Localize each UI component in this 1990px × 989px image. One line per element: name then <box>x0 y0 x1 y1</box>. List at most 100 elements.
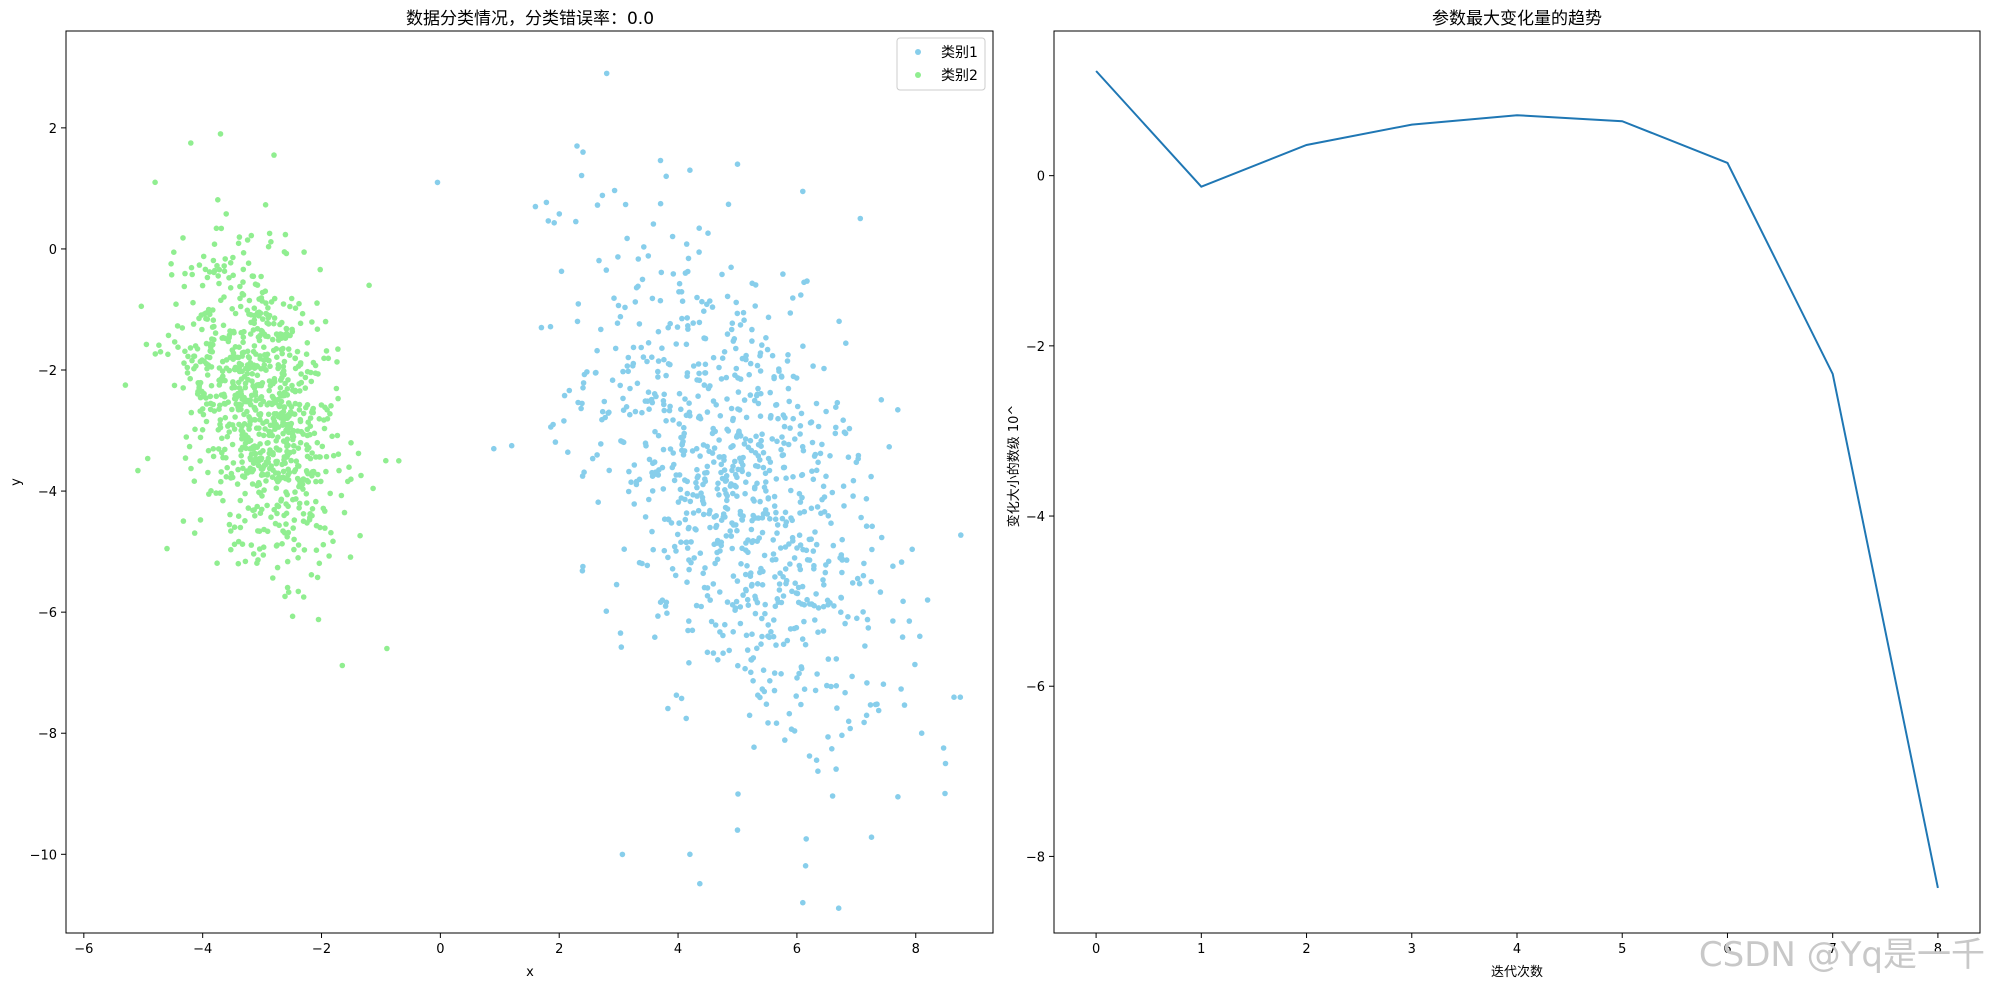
scatter-point-class1 <box>659 464 666 471</box>
scatter-point-class1 <box>745 471 752 478</box>
scatter-point-class1 <box>601 398 608 405</box>
scatter-point-class1 <box>611 187 618 194</box>
x-tick-label: 4 <box>674 942 682 957</box>
scatter-point-class1 <box>856 580 863 587</box>
scatter-point-class1 <box>739 517 746 523</box>
scatter-point-class1 <box>575 399 581 406</box>
scatter-point-class2 <box>318 478 324 485</box>
scatter-point-class2 <box>260 552 267 558</box>
y-tick-label: 0 <box>1037 170 1045 185</box>
scatter-point-class2 <box>299 310 306 317</box>
scatter-point-class1 <box>695 361 702 367</box>
scatter-point-class2 <box>224 336 231 343</box>
scatter-point-class1 <box>670 271 677 277</box>
scatter-point-class2 <box>241 349 247 356</box>
scatter-point-class2 <box>228 470 235 477</box>
scatter-point-class2 <box>244 307 251 314</box>
scatter-point-class2 <box>265 411 272 418</box>
scatter-panel: 数据分类情况，分类错误率：0.0 −6 −4 −2 0 2 4 6 8 2 0 −2 −4 −6 −8 −1… <box>9 9 994 980</box>
scatter-point-class2 <box>231 541 238 548</box>
scatter-point-class2 <box>292 365 299 372</box>
scatter-point-class1 <box>798 472 805 479</box>
scatter-point-class1 <box>745 602 752 608</box>
scatter-point-class2 <box>335 451 342 458</box>
scatter-point-class2 <box>281 404 288 411</box>
scatter-point-class2 <box>254 363 261 370</box>
scatter-point-class2 <box>282 335 289 342</box>
scatter-point-class1 <box>747 437 754 444</box>
scatter-point-class1 <box>777 545 784 551</box>
scatter-point-class1 <box>709 430 716 437</box>
scatter-point-class2 <box>237 497 244 504</box>
scatter-point-class1 <box>677 486 684 493</box>
scatter-point-class2 <box>240 250 247 256</box>
scatter-point-class1 <box>744 647 751 653</box>
scatter-point-class1 <box>584 369 590 375</box>
scatter-point-class1 <box>565 449 571 456</box>
scatter-point-class1 <box>788 487 794 494</box>
scatter-point-class2 <box>258 273 264 280</box>
scatter-point-class2 <box>232 310 239 317</box>
y-tick-label: −4 <box>1026 510 1045 525</box>
scatter-point-class1 <box>957 694 964 700</box>
scatter-point-class2 <box>237 303 244 310</box>
scatter-point-class1 <box>728 326 735 333</box>
scatter-point-class2 <box>263 300 269 306</box>
scatter-point-class2 <box>280 301 287 307</box>
scatter-point-class1 <box>574 318 581 325</box>
scatter-point-class2 <box>279 350 286 357</box>
scatter-point-class2 <box>230 328 237 335</box>
scatter-point-class2 <box>296 300 302 307</box>
scatter-point-class2 <box>258 457 264 463</box>
scatter-point-class2 <box>252 392 259 399</box>
scatter-point-class1 <box>551 220 557 226</box>
scatter-point-class2 <box>291 411 298 418</box>
scatter-point-class2 <box>290 496 296 503</box>
scatter-point-class1 <box>762 470 769 477</box>
scatter-point-class1 <box>804 278 810 284</box>
scatter-point-class2 <box>257 441 263 447</box>
scatter-point-class2 <box>266 387 273 394</box>
scatter-point-class1 <box>697 880 703 887</box>
scatter-point-class2 <box>275 470 282 477</box>
scatter-point-class1 <box>747 392 754 398</box>
scatter-point-class2 <box>277 377 284 383</box>
scatter-point-class1 <box>663 418 669 424</box>
scatter-point-class1 <box>744 596 751 603</box>
scatter-point-class2 <box>289 382 295 389</box>
scatter-point-class1 <box>782 737 788 743</box>
scatter-point-class1 <box>690 510 697 516</box>
scatter-point-class2 <box>230 254 236 261</box>
scatter-frame <box>65 30 994 934</box>
scatter-point-class1 <box>745 549 751 556</box>
scatter-point-class2 <box>358 472 364 479</box>
scatter-point-class2 <box>299 481 306 488</box>
scatter-point-class1 <box>702 476 708 482</box>
scatter-point-class1 <box>850 477 857 484</box>
scatter-point-class1 <box>681 430 687 437</box>
scatter-point-class2 <box>245 505 252 511</box>
scatter-xlabel: x <box>526 965 534 980</box>
scatter-point-class1 <box>779 515 786 522</box>
scatter-point-class2 <box>262 333 269 339</box>
scatter-point-class1 <box>719 475 726 482</box>
scatter-point-class1 <box>732 482 738 489</box>
scatter-point-class1 <box>646 456 653 463</box>
scatter-point-class2 <box>138 303 145 310</box>
scatter-point-class1 <box>754 391 761 398</box>
scatter-point-class2 <box>237 295 243 302</box>
scatter-point-class1 <box>699 494 706 501</box>
scatter-point-class1 <box>808 419 815 425</box>
scatter-point-class2 <box>229 306 235 312</box>
scatter-point-class1 <box>794 545 800 551</box>
scatter-point-class1 <box>821 509 828 515</box>
scatter-point-class1 <box>705 230 711 236</box>
scatter-point-class1 <box>622 304 628 311</box>
scatter-point-class1 <box>898 686 904 692</box>
scatter-point-class2 <box>271 315 278 321</box>
scatter-point-class2 <box>297 320 304 327</box>
x-tick-label: 7 <box>1829 942 1837 957</box>
scatter-point-class1 <box>646 496 652 503</box>
scatter-point-class2 <box>329 433 335 440</box>
scatter-point-class2 <box>289 433 296 440</box>
